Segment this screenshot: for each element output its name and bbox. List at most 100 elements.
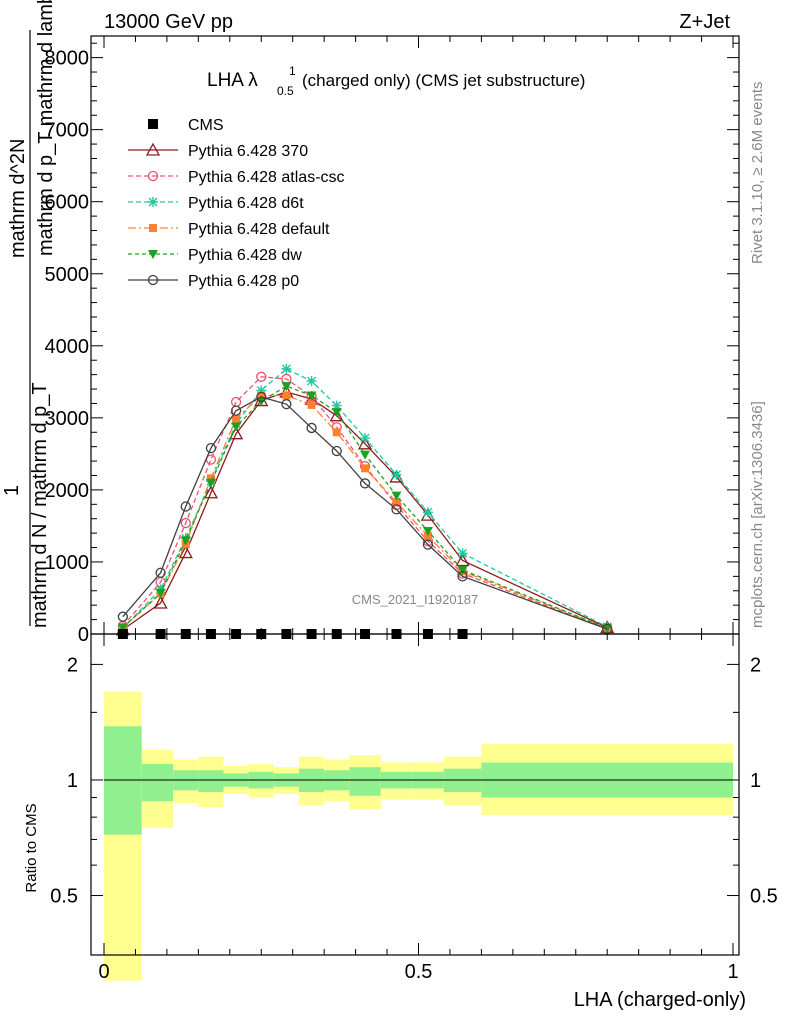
legend-label-dw: Pythia 6.428 dw xyxy=(188,247,302,264)
ratio-y-tick-label: 1 xyxy=(67,770,78,792)
legend-marker-p370 xyxy=(145,142,161,156)
mcplots-label: mcplots.cern.ch [arXiv:1306.3436] xyxy=(749,401,766,628)
data-point-p0 xyxy=(230,405,242,416)
data-point-dw xyxy=(391,491,402,501)
legend-label-d6t: Pythia 6.428 d6t xyxy=(188,195,304,212)
legend-marker-p0 xyxy=(147,274,159,286)
series-line-d6t xyxy=(122,368,608,629)
y-tick-label: 4000 xyxy=(45,336,90,358)
data-point-dw xyxy=(422,526,433,536)
data-point-p0 xyxy=(205,442,217,454)
data-point-p370 xyxy=(455,553,470,567)
plot-title-main: LHA λ xyxy=(207,70,258,91)
data-point-default xyxy=(257,391,266,400)
data-point-d6t xyxy=(422,507,433,518)
main-y-label: mathrm d^2N mathrm d p_T mathrm d lambda… xyxy=(1,0,57,628)
ratio-plot-area: 0 0.5 1 0.5 0.5 1 1 2 2 xyxy=(50,633,778,983)
ratio-y-label: Ratio to CMS xyxy=(23,803,40,892)
ratio-band-inner xyxy=(141,764,174,802)
data-point-d6t xyxy=(256,385,267,396)
data-point-p0 xyxy=(256,391,267,403)
ratio-y-tick-label-right: 0.5 xyxy=(750,886,778,908)
data-point-default xyxy=(232,414,241,423)
legend: CMS Pythia 6.428 370 Pythia 6.428 atlas-cs… xyxy=(128,117,345,290)
data-point-default xyxy=(361,464,370,473)
data-point-d6t xyxy=(360,433,371,444)
data-point-p370 xyxy=(178,545,193,559)
data-point-default xyxy=(282,391,291,400)
legend-marker-atlas xyxy=(147,170,159,182)
y-tick-label: 8000 xyxy=(45,48,90,70)
plot-title-rest: (charged only) (CMS jet substructure) xyxy=(302,71,585,90)
data-point-p0 xyxy=(155,567,166,578)
header-left: 13000 GeV pp xyxy=(104,11,233,33)
data-point-p370 xyxy=(389,469,404,483)
analysis-watermark: CMS_2021_I1920187 xyxy=(352,592,479,607)
x-tick-label: 0 xyxy=(98,961,109,983)
data-point-dw xyxy=(205,478,216,488)
plot-title-sup: 1 xyxy=(289,64,296,78)
y-tick-label: 5000 xyxy=(45,264,90,286)
data-point-p0 xyxy=(281,399,292,410)
data-point-d6t xyxy=(457,548,468,559)
data-point-p370 xyxy=(357,436,373,450)
main-plot-area: 0 1000 2000 3000 4000 5000 6000 7000 8000 xyxy=(45,35,740,646)
data-point-dw xyxy=(281,382,292,392)
x-tick-label: 1 xyxy=(727,961,738,983)
ratio-y-tick-label-right: 1 xyxy=(750,770,761,792)
data-point-atlas xyxy=(230,396,242,408)
legend-marker-dw xyxy=(148,250,158,259)
data-point-p0 xyxy=(422,539,434,550)
data-point-d6t xyxy=(391,469,402,480)
ratio-band-inner xyxy=(198,770,224,793)
data-point-dw xyxy=(306,391,317,401)
data-point-atlas xyxy=(256,371,267,382)
data-point-d6t xyxy=(331,400,342,411)
data-point-p0 xyxy=(306,422,317,434)
legend-marker-default xyxy=(149,224,157,232)
data-point-dw xyxy=(231,422,242,432)
y-tick-label: 1000 xyxy=(45,552,90,574)
ratio-frame xyxy=(90,633,740,956)
y-tick-label: 0 xyxy=(78,624,89,646)
data-point-p370 xyxy=(153,595,168,609)
legend-marker-d6t xyxy=(148,197,158,207)
ylabel-pre: 1 xyxy=(1,485,23,496)
series-line-p370 xyxy=(122,391,608,631)
data-point-default xyxy=(423,532,432,541)
ratio-y-tick-label: 2 xyxy=(67,654,78,676)
data-point-dw xyxy=(360,450,371,460)
x-tick-label: 0.5 xyxy=(405,961,433,983)
data-point-dw xyxy=(117,623,128,633)
legend-label-default: Pythia 6.428 default xyxy=(188,221,330,238)
x-axis-label: LHA (charged-only) xyxy=(574,989,746,1011)
ratio-band-inner xyxy=(349,767,381,796)
y-tick-label: 6000 xyxy=(45,192,90,214)
data-point-atlas xyxy=(180,517,191,529)
data-point-dw xyxy=(180,536,191,546)
data-point-p0 xyxy=(359,478,371,489)
y-tick-label: 2000 xyxy=(45,480,90,502)
plot-title-sub: 0.5 xyxy=(277,84,294,98)
data-point-p0 xyxy=(457,571,468,582)
ylabel-num: mathrm d^2N xyxy=(7,139,29,258)
legend-label-cms: CMS xyxy=(188,117,224,134)
data-point-dw xyxy=(155,588,166,598)
data-point-default xyxy=(206,474,215,483)
rivet-label: Rivet 3.1.10, ≥ 2.6M events xyxy=(749,82,766,265)
ylabel-pre-den: mathrm d N / mathrm d p_T xyxy=(29,382,51,628)
data-point-p370 xyxy=(203,485,219,499)
series-line-default xyxy=(122,394,608,629)
ylabel-den: mathrm d p_T mathrm d lambda xyxy=(35,0,57,256)
ratio-y-tick-label: 0.5 xyxy=(50,886,78,908)
y-tick-label: 3000 xyxy=(45,408,90,430)
y-tick-label: 7000 xyxy=(45,120,90,142)
data-point-d6t xyxy=(306,376,317,387)
data-point-default xyxy=(307,400,316,409)
ratio-band-inner xyxy=(104,726,142,835)
legend-label-p370: Pythia 6.428 370 xyxy=(188,143,308,160)
data-point-dw xyxy=(457,565,468,575)
data-point-d6t xyxy=(281,363,292,374)
header-right: Z+Jet xyxy=(679,11,730,33)
